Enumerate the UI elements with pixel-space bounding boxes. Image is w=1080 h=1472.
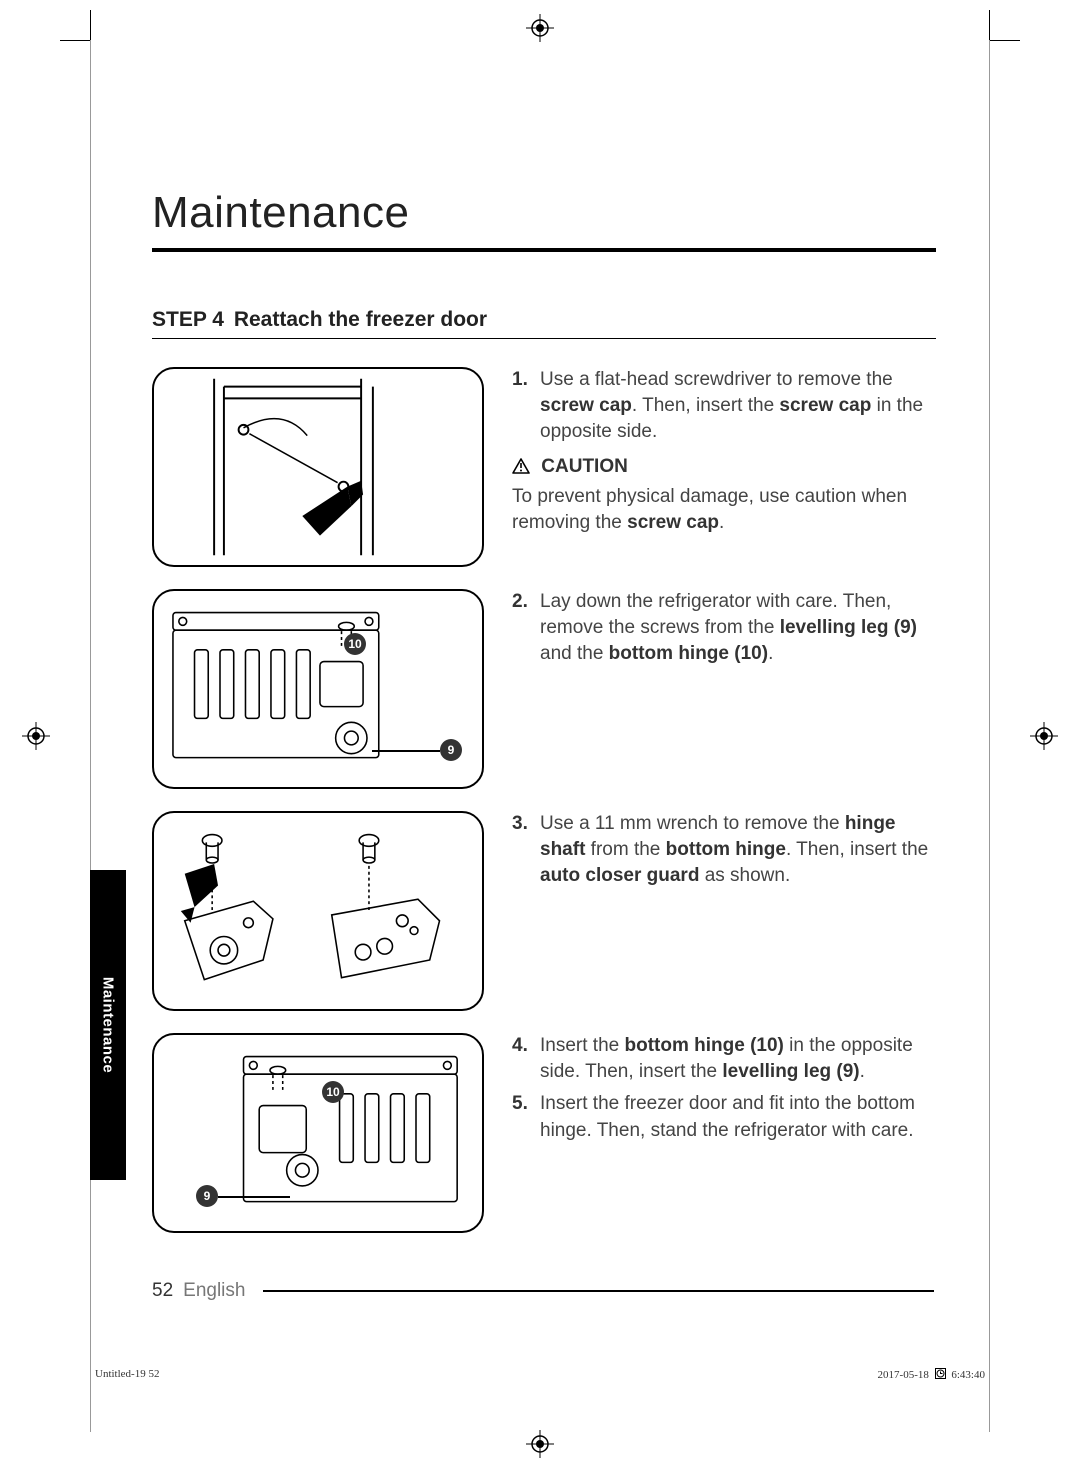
- item-number: 5.: [512, 1091, 534, 1143]
- instruction-row: 1. Use a flat-head screwdriver to remove…: [152, 367, 936, 567]
- list-item: 4. Insert the bottom hinge (10) in the o…: [512, 1033, 936, 1085]
- crop-mark: [989, 10, 990, 40]
- instruction-text: 2. Lay down the refrigerator with care. …: [512, 589, 936, 789]
- section-tab: Maintenance: [90, 870, 126, 1180]
- item-body: Use a 11 mm wrench to remove the hinge s…: [540, 811, 936, 890]
- item-body: Insert the bottom hinge (10) in the oppo…: [540, 1033, 936, 1085]
- list-item: 3. Use a 11 mm wrench to remove the hing…: [512, 811, 936, 890]
- registration-mark-icon: [22, 722, 50, 750]
- registration-mark-icon: [526, 1430, 554, 1458]
- registration-mark-icon: [1030, 722, 1058, 750]
- caution-body: To prevent physical damage, use caution …: [512, 484, 936, 536]
- page-number: 52: [152, 1280, 173, 1302]
- list-item: 5. Insert the freezer door and fit into …: [512, 1091, 936, 1143]
- callout-badge: 9: [440, 739, 462, 761]
- warning-icon: [512, 456, 530, 482]
- item-number: 1.: [512, 367, 534, 446]
- instruction-row: 10 9 2. Lay down the refrigerator with c…: [152, 589, 936, 789]
- print-sheet: Maintenance Maintenance STEP 4 Reattach …: [0, 0, 1080, 1472]
- footer-language: English: [183, 1280, 245, 1302]
- instruction-row: 3. Use a 11 mm wrench to remove the hing…: [152, 811, 936, 1011]
- clock-icon: [935, 1368, 946, 1379]
- item-number: 2.: [512, 589, 534, 668]
- caution-label: CAUTION: [541, 456, 628, 477]
- instruction-text: 1. Use a flat-head screwdriver to remove…: [512, 367, 936, 567]
- instruction-text: 3. Use a 11 mm wrench to remove the hing…: [512, 811, 936, 1011]
- crop-mark: [990, 40, 1020, 41]
- figure-2: 10 9: [152, 589, 484, 789]
- step-heading: STEP 4 Reattach the freezer door: [152, 308, 936, 339]
- figure-4: 10 9: [152, 1033, 484, 1233]
- page-content: Maintenance STEP 4 Reattach the freezer …: [152, 188, 936, 1233]
- caution-heading: CAUTION: [512, 454, 936, 482]
- step-label: STEP 4: [152, 308, 224, 331]
- list-item: 2. Lay down the refrigerator with care. …: [512, 589, 936, 668]
- callout-badge: 10: [322, 1081, 344, 1103]
- callout-leader: [218, 1196, 290, 1198]
- item-number: 3.: [512, 811, 534, 890]
- crop-mark: [60, 40, 90, 41]
- callout-badge: 10: [344, 633, 366, 655]
- figure-3: [152, 811, 484, 1011]
- instruction-row: 10 9 4. Insert the bottom hinge (10) in …: [152, 1033, 936, 1233]
- figure-1: [152, 367, 484, 567]
- registration-mark-icon: [526, 14, 554, 42]
- item-body: Use a flat-head screwdriver to remove th…: [540, 367, 936, 446]
- instruction-text: 4. Insert the bottom hinge (10) in the o…: [512, 1033, 936, 1233]
- page-title: Maintenance: [152, 188, 936, 252]
- print-slug-right: 2017-05-18 6:43:40: [878, 1368, 985, 1381]
- section-tab-label: Maintenance: [100, 977, 117, 1073]
- crop-mark: [90, 10, 91, 40]
- item-number: 4.: [512, 1033, 534, 1085]
- callout-leader: [372, 750, 440, 752]
- list-item: 1. Use a flat-head screwdriver to remove…: [512, 367, 936, 446]
- page-footer: 52 English: [152, 1280, 934, 1302]
- print-slug-left: Untitled-19 52: [95, 1368, 159, 1380]
- callout-badge: 9: [196, 1185, 218, 1207]
- item-body: Insert the freezer door and fit into the…: [540, 1091, 936, 1143]
- footer-rule: [263, 1290, 934, 1292]
- item-body: Lay down the refrigerator with care. The…: [540, 589, 936, 668]
- step-title: Reattach the freezer door: [234, 308, 487, 331]
